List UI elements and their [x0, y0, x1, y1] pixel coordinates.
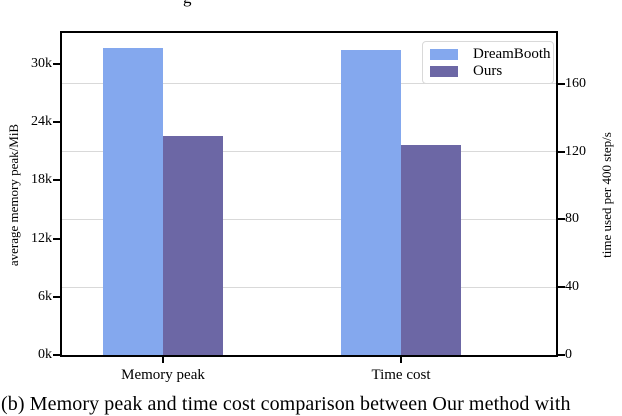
bar-chart: DreamBooth Ours 0k 6k 12k 18k 24k 30k 0 40 80 120… [6, 31, 614, 383]
legend-swatch [430, 48, 458, 60]
y-axis-tick [53, 354, 60, 356]
y2-axis-tick [558, 82, 565, 85]
legend: DreamBooth Ours [422, 41, 554, 84]
y2-axis-tick-label: 0 [565, 347, 572, 362]
left-axis-label: average memory peak/MiB [6, 123, 21, 267]
bar-dreambooth-memory-peak [103, 47, 164, 355]
y-axis-tick [53, 179, 60, 182]
y-axis-tick-label: 24k [31, 114, 52, 130]
gridline [62, 286, 556, 288]
legend-swatch [430, 65, 458, 77]
clipped-text-fragment: g [183, 0, 207, 8]
bar-ours-time-cost [400, 144, 461, 355]
x-axis-category-label: Time cost [371, 367, 431, 383]
y-axis-tick-label: 6k [38, 288, 52, 304]
y2-axis-tick [558, 218, 565, 221]
gridline [62, 83, 556, 85]
legend-label: Ours [473, 63, 503, 79]
y2-axis-tick-label: 160 [565, 75, 586, 91]
y2-axis-tick-label: 40 [565, 279, 579, 295]
right-axis-label: time used per 400 step/s [599, 132, 614, 258]
gridline [62, 218, 556, 220]
y-axis-tick-label: 0k [38, 347, 52, 362]
y-axis-tick-label: 18k [31, 172, 52, 188]
clipped-glyph: g [183, 0, 207, 7]
y2-axis-tick-label: 120 [565, 143, 586, 159]
legend-label: DreamBooth [473, 46, 551, 62]
legend-item-ours: Ours [430, 63, 553, 79]
figure-caption: (b) Memory peak and time cost comparison… [1, 393, 571, 415]
x-axis-tick [162, 357, 165, 363]
legend-item-dreambooth: DreamBooth [430, 46, 553, 62]
y-axis-tick [53, 295, 60, 298]
y-axis-tick-label: 12k [31, 230, 52, 246]
gridline [62, 151, 556, 153]
y2-axis-tick [558, 150, 565, 153]
bar-ours-memory-peak [163, 135, 224, 355]
plot-area: DreamBooth Ours 0k 6k 12k 18k 24k 30k 0 40 80 120… [31, 31, 586, 383]
y-axis-tick [53, 121, 60, 124]
y-axis-tick-label: 30k [31, 56, 52, 72]
bar-dreambooth-time-cost [340, 49, 401, 355]
y2-axis-tick [558, 286, 565, 289]
x-axis-tick [399, 357, 402, 363]
x-axis-category-label: Memory peak [121, 367, 205, 383]
y-axis-tick [53, 237, 60, 240]
y2-axis-tick [558, 354, 565, 356]
y2-axis-tick-label: 80 [565, 211, 579, 227]
y-axis-tick [53, 63, 60, 66]
